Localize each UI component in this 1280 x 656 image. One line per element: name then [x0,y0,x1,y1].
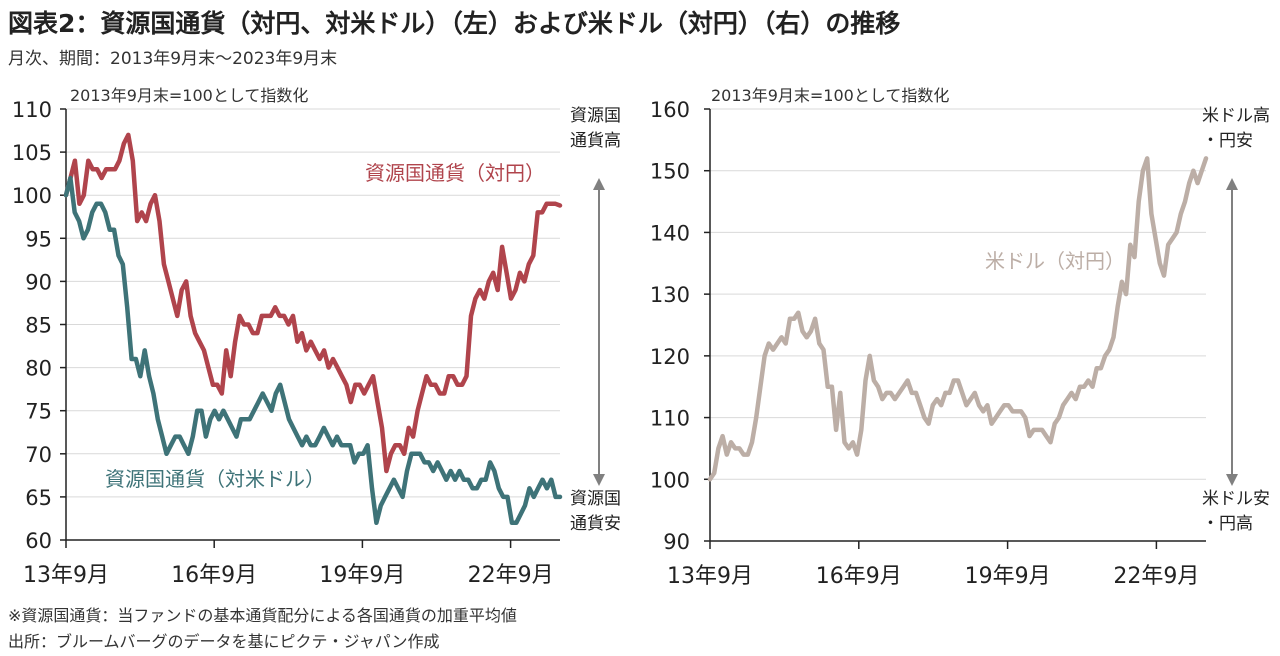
source-note: 出所：ブルームバーグのデータを基にピクテ・ジャパン作成 [8,632,440,651]
y-tick-label: 120 [650,345,690,369]
x-tick-label: 16年9月 [171,563,257,588]
y-tick-label: 75 [25,400,52,424]
right-chart: 90 100 110 120 130 140 150 160 13年9月 16年9月 19年9月 22… [650,86,1270,589]
y-tick-label: 70 [25,443,52,467]
y-tick-label: 130 [650,283,690,307]
arrow-top-label: 資源国 [570,106,621,126]
arrow-bottom-label: 米ドル安 [1202,489,1270,509]
index-note: 2013年9月末=100として指数化 [70,86,308,105]
y-tick-label: 95 [25,227,52,251]
arrow-bottom-label: ・円高 [1202,514,1253,534]
figure-title: 図表2：資源国通貨（対円、対米ドル）（左）および米ドル（対円）（右）の推移 [8,9,901,38]
y-tick-label: 110 [12,98,52,122]
y-tick-label: 90 [663,530,690,554]
arrow-top-label: ・円安 [1202,131,1253,151]
x-tick-label: 19年9月 [319,563,405,588]
series-line-dollar [707,156,1209,482]
series-line-usd [63,175,563,526]
y-tick-label: 150 [650,160,690,184]
y-tick-label: 100 [12,184,52,208]
x-tick-label: 22年9月 [468,563,554,588]
x-tick-label: 13年9月 [23,563,109,588]
arrow-bottom-label: 資源国 [570,489,621,509]
y-tick-label: 60 [25,529,52,553]
series-line-jpy [63,132,563,474]
index-note: 2013年9月末=100として指数化 [711,86,949,105]
y-tick-label: 80 [25,357,52,381]
figure-subtitle: 月次、期間：2013年9月末～2023年9月末 [8,49,338,69]
x-tick-label: 16年9月 [816,564,902,589]
y-tick-label: 140 [650,221,690,245]
footnote: ※資源国通貨：当ファンドの基本通貨配分による各国通貨の加重平均値 [8,606,517,625]
series-label-jpy: 資源国通貨（対円） [365,161,545,185]
arrow-top-label: 通貨高 [570,131,621,151]
y-tick-label: 105 [12,141,52,165]
y-tick-label: 110 [650,407,690,431]
x-tick-label: 13年9月 [667,564,753,589]
arrow-top-label: 米ドル高 [1202,106,1270,126]
series-label-usd: 資源国通貨（対米ドル） [105,467,325,491]
y-tick-label: 65 [25,486,52,510]
y-tick-label: 85 [25,314,52,338]
y-tick-label: 160 [650,98,690,122]
y-tick-label: 90 [25,270,52,294]
arrow-bottom-label: 通貨安 [570,514,621,534]
y-tick-label: 100 [650,468,690,492]
x-tick-label: 19年9月 [965,564,1051,589]
x-tick-label: 22年9月 [1113,564,1199,589]
left-chart: 60 65 70 75 80 85 90 95 100 105 110 13年9月 16年9月 19年9月… [12,86,621,588]
series-label-dollar: 米ドル（対円） [985,249,1125,273]
